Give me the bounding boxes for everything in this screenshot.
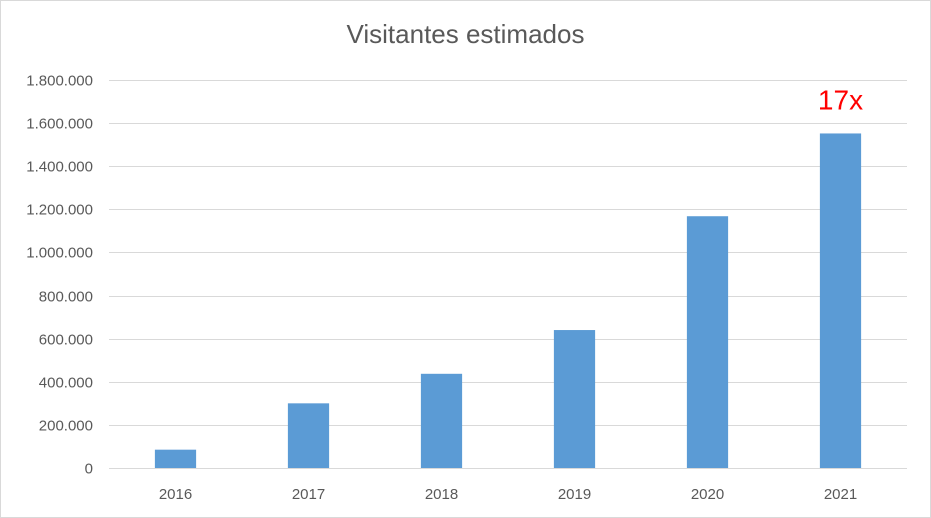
- y-tick-label: 1.200.000: [26, 202, 93, 219]
- x-tick-label: 2017: [292, 486, 325, 503]
- chart-title: Visitantes estimados: [346, 19, 585, 49]
- annotations: 17x: [818, 84, 863, 115]
- y-tick-label: 800.000: [39, 289, 93, 306]
- gridlines: [109, 80, 907, 426]
- x-tick-labels: 2016 2017 2018 2019 2020 2021: [159, 486, 857, 503]
- y-tick-label: 400.000: [39, 375, 93, 392]
- y-tick-label: 200.000: [39, 418, 93, 435]
- bars: [154, 133, 862, 469]
- y-tick-label: 1.600.000: [26, 116, 93, 133]
- y-tick-label: 0: [85, 461, 93, 478]
- x-tick-label: 2019: [558, 486, 591, 503]
- annotation-label: 17x: [818, 84, 863, 115]
- y-tick-label: 1.400.000: [26, 159, 93, 176]
- x-tick-label: 2020: [691, 486, 724, 503]
- bar-2018: [420, 373, 463, 468]
- y-tick-label: 1.800.000: [26, 73, 93, 90]
- x-tick-label: 2016: [159, 486, 192, 503]
- y-tick-label: 1.000.000: [26, 245, 93, 262]
- bar-2020: [686, 216, 729, 468]
- bar-2021: [819, 133, 862, 469]
- x-tick-label: 2021: [824, 486, 857, 503]
- y-tick-labels: 0 200.000 400.000 600.000 800.000 1.000.000 1.…: [26, 73, 93, 478]
- bar-2017: [287, 403, 330, 468]
- bar-2016: [154, 449, 197, 468]
- y-tick-label: 600.000: [39, 332, 93, 349]
- x-tick-label: 2018: [425, 486, 458, 503]
- bar-2019: [553, 330, 596, 468]
